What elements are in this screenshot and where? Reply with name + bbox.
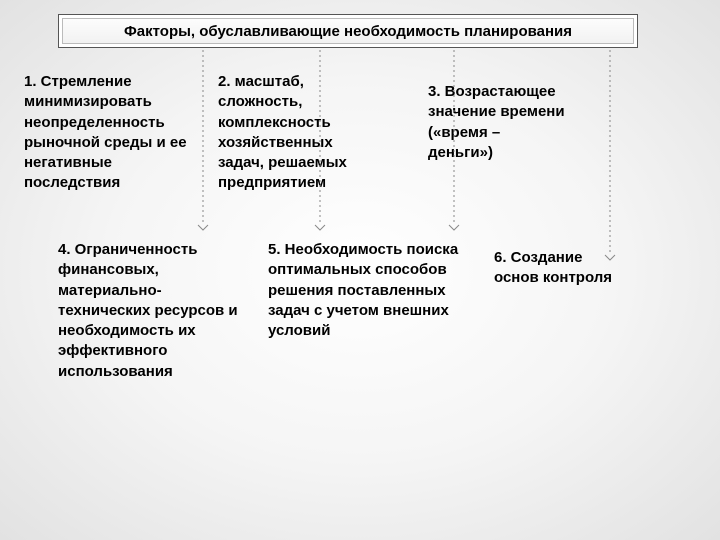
arrows-layer	[0, 0, 720, 540]
